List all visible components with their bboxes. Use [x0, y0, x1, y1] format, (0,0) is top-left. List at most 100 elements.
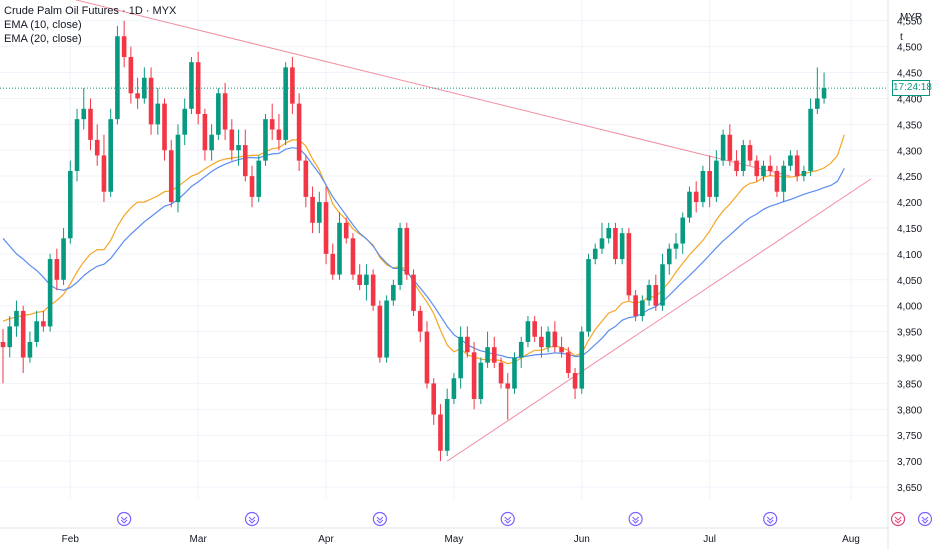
ema20-line[interactable]: [2, 147, 845, 359]
candle[interactable]: [640, 295, 645, 322]
candle[interactable]: [0, 329, 6, 384]
candle[interactable]: [155, 88, 161, 135]
candle[interactable]: [256, 155, 262, 203]
candle[interactable]: [781, 160, 786, 203]
candle[interactable]: [451, 373, 457, 405]
candle[interactable]: [586, 253, 591, 337]
economic-event-icon[interactable]: [763, 511, 778, 527]
candle[interactable]: [168, 139, 174, 208]
candle[interactable]: [458, 326, 463, 389]
candle[interactable]: [41, 310, 46, 332]
candle[interactable]: [128, 46, 134, 104]
candle[interactable]: [222, 82, 228, 140]
candle[interactable]: [646, 279, 652, 306]
candle[interactable]: [767, 155, 773, 177]
candle[interactable]: [505, 373, 511, 420]
candle[interactable]: [491, 336, 497, 368]
candle[interactable]: [552, 321, 558, 353]
candle[interactable]: [411, 269, 416, 317]
candle[interactable]: [350, 233, 356, 280]
candle[interactable]: [444, 388, 450, 456]
candle[interactable]: [20, 305, 26, 374]
candle[interactable]: [741, 139, 746, 177]
candle[interactable]: [34, 310, 39, 348]
candle[interactable]: [377, 300, 383, 363]
candle[interactable]: [323, 186, 329, 265]
candle[interactable]: [606, 222, 611, 244]
candle[interactable]: [633, 290, 638, 322]
candle[interactable]: [242, 129, 248, 182]
symbol-title[interactable]: Crude Palm Oil Futures · 1D · MYX: [4, 5, 177, 17]
candle[interactable]: [182, 98, 188, 146]
candle[interactable]: [121, 20, 127, 68]
candle[interactable]: [303, 155, 309, 208]
candle[interactable]: [545, 326, 551, 353]
candle[interactable]: [175, 124, 181, 213]
candle[interactable]: [808, 98, 813, 177]
candle[interactable]: [317, 191, 322, 234]
candle[interactable]: [236, 129, 241, 166]
candle[interactable]: [68, 160, 73, 244]
candle[interactable]: [424, 321, 430, 389]
candle[interactable]: [815, 67, 820, 114]
candle[interactable]: [148, 67, 154, 135]
candle[interactable]: [518, 336, 524, 368]
candle[interactable]: [7, 316, 13, 358]
candle[interactable]: [754, 155, 760, 182]
candle[interactable]: [673, 233, 679, 260]
candle[interactable]: [384, 295, 389, 363]
candle[interactable]: [572, 367, 578, 399]
candle[interactable]: [700, 165, 706, 208]
candle[interactable]: [498, 357, 504, 389]
candle[interactable]: [788, 150, 793, 171]
candle[interactable]: [525, 316, 531, 348]
candle[interactable]: [202, 108, 208, 161]
candle[interactable]: [269, 103, 275, 140]
economic-event-icon[interactable]: [628, 511, 643, 527]
candle[interactable]: [14, 300, 19, 337]
candle[interactable]: [794, 150, 800, 182]
currency-unit[interactable]: MYR t: [900, 8, 922, 48]
ema10-line[interactable]: [2, 134, 845, 365]
economic-event-icon[interactable]: [500, 511, 515, 527]
candle[interactable]: [216, 88, 221, 140]
candle[interactable]: [660, 253, 665, 311]
candle[interactable]: [417, 305, 423, 342]
candle[interactable]: [532, 316, 537, 342]
candle[interactable]: [404, 222, 410, 280]
candle[interactable]: [801, 165, 807, 182]
candle[interactable]: [747, 139, 753, 166]
economic-event-icon[interactable]: [372, 511, 387, 527]
candle[interactable]: [263, 113, 268, 166]
candle[interactable]: [687, 186, 692, 223]
candle[interactable]: [566, 347, 571, 379]
candle[interactable]: [720, 129, 726, 166]
candle[interactable]: [337, 212, 342, 280]
candle[interactable]: [276, 113, 282, 151]
ema10-legend[interactable]: EMA (10, close): [4, 19, 82, 31]
candle[interactable]: [74, 108, 80, 182]
candle[interactable]: [727, 124, 733, 166]
candle[interactable]: [471, 341, 477, 410]
economic-event-icon[interactable]: [244, 511, 260, 527]
candle[interactable]: [27, 331, 33, 363]
candle[interactable]: [666, 243, 672, 275]
candle[interactable]: [397, 222, 403, 291]
candle[interactable]: [81, 88, 87, 130]
candle[interactable]: [391, 279, 396, 306]
candle[interactable]: [774, 165, 780, 197]
candle[interactable]: [135, 77, 140, 109]
candle[interactable]: [619, 227, 625, 265]
ema20-legend[interactable]: EMA (20, close): [4, 33, 82, 45]
candle[interactable]: [88, 98, 93, 151]
candle[interactable]: [714, 150, 719, 203]
candle[interactable]: [579, 326, 585, 394]
candle[interactable]: [310, 186, 315, 234]
candle[interactable]: [357, 264, 362, 291]
candle[interactable]: [209, 124, 214, 161]
candle[interactable]: [364, 264, 369, 301]
candle[interactable]: [370, 269, 376, 311]
candle[interactable]: [592, 243, 598, 265]
candle[interactable]: [485, 331, 490, 368]
